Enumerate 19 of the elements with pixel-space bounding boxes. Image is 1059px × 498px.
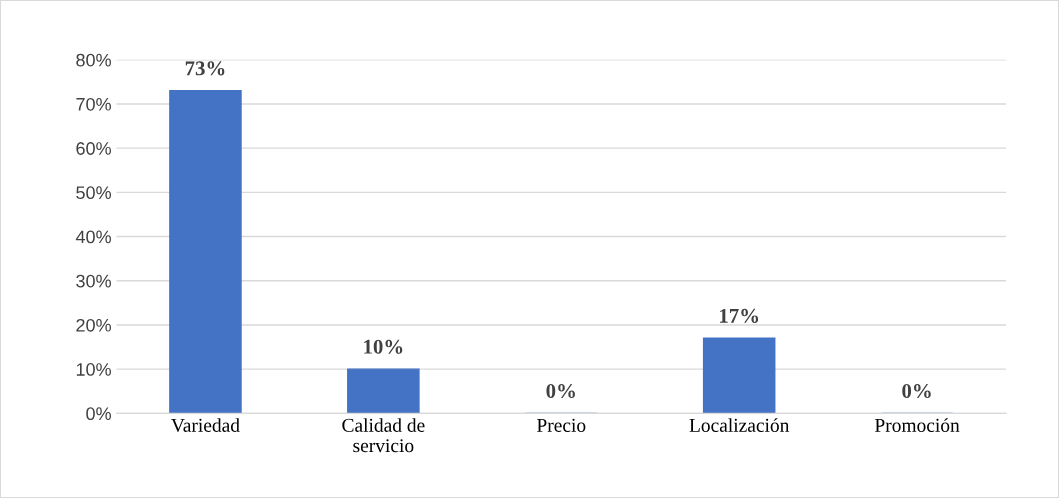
data-label: 0% [546,383,575,399]
y-tick-label: 0% [86,407,111,421]
data-label: 0% [902,383,931,399]
y-tick-label: 50% [76,186,111,200]
y-tick-label: 30% [76,274,111,288]
y-tick-label: 60% [76,142,111,155]
x-tick-label: Precio [536,418,586,432]
y-tick-label: 80% [76,53,111,67]
data-label: 10% [364,339,403,354]
y-tick-label: 40% [75,230,111,244]
x-tick-label: Promoción [874,418,960,432]
data-label: 17% [720,308,759,323]
y-tick-label: 10% [76,363,111,376]
x-tick-label: Calidad de servicio [342,418,425,453]
y-tick-label: 70% [76,97,111,111]
y-tick-label: 20% [76,318,111,332]
x-tick-label: Localización [689,418,790,432]
x-tick-label: Variedad [171,418,240,432]
data-label: 73% [185,61,225,76]
